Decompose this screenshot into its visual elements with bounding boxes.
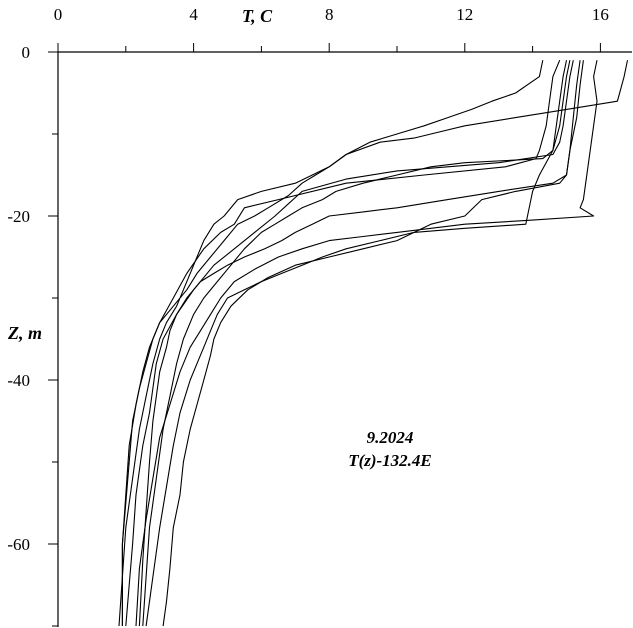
y-tick-label: -60 [7,535,30,554]
temperature-profile-7 [145,60,568,627]
x-tick-label: 16 [592,5,609,24]
y-tick-label: 0 [22,43,31,62]
temperature-profile-2 [125,60,574,627]
axes [48,43,632,627]
temperature-profile-6 [135,60,598,627]
x-tick-label: 4 [189,5,198,24]
y-tick-label: -20 [7,207,30,226]
temperature-profile-1 [121,59,561,626]
temperature-profile-9 [121,60,544,626]
annotation-profile-label: T(z)-132.4E [348,451,432,470]
annotation-date: 9.2024 [367,428,414,447]
x-tick-label: 8 [325,5,334,24]
x-tick-label: 0 [54,5,63,24]
x-axis-title: T, C [242,6,273,26]
tick-labels: 0 4 8 12 16 0 -20 -40 -60 [7,5,609,554]
temperature-profile-5 [142,60,571,627]
temperature-profile-8 [162,60,584,627]
y-tick-label: -40 [7,371,30,390]
series-group [118,59,629,627]
y-axis-title: Z, m [7,323,42,343]
temperature-profile-3 [118,60,629,627]
temperature-profile-4 [138,60,581,627]
x-tick-label: 12 [456,5,473,24]
